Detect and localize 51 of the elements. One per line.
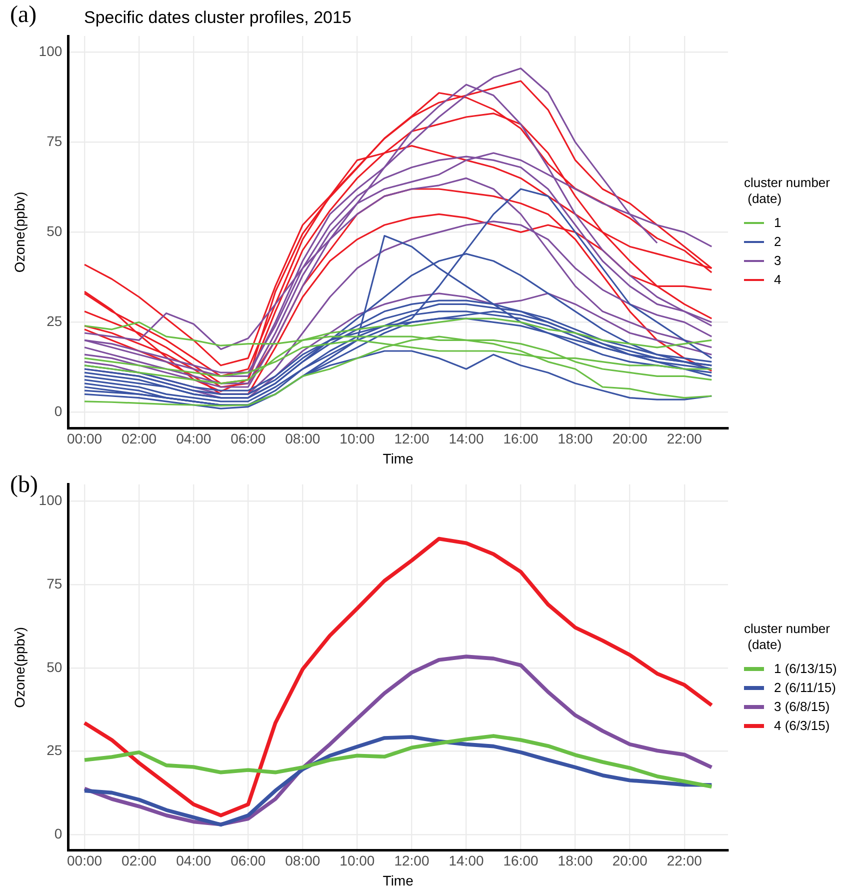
x-tick-label: 12:00 (394, 852, 430, 869)
y-tick-label: 25 (46, 313, 62, 330)
y-tick-label: 0 (54, 826, 62, 842)
x-axis-title: Time (382, 450, 414, 466)
legend-label: 4 (774, 272, 782, 287)
text: (b) (10, 472, 38, 499)
x-tick-label: 16:00 (503, 852, 538, 869)
legend-label: 2 (6/11/15) (774, 680, 836, 695)
y-tick-label: 50 (46, 658, 62, 675)
legend-label: 1 (6/13/15) (774, 661, 837, 676)
x-axis-title: Time (382, 872, 414, 888)
text: (a) (10, 2, 37, 29)
legend-label: 4 (6/3/15) (774, 718, 830, 733)
x-tick-label: 06:00 (230, 430, 266, 447)
x-tick-label: 02:00 (122, 430, 157, 447)
legend-label: 1 (774, 215, 782, 230)
chart-title: Specific dates cluster profiles, 2015 (84, 8, 352, 28)
y-tick-label: 0 (54, 403, 62, 420)
y-tick-label: 75 (46, 133, 62, 150)
x-tick-label: 18:00 (558, 852, 594, 869)
x-tick-label: 22:00 (666, 430, 702, 447)
y-tick-label: 100 (38, 43, 62, 60)
x-tick-label: 16:00 (503, 430, 538, 447)
x-tick-label: 02:00 (122, 852, 157, 869)
x-tick-label: 04:00 (176, 852, 212, 869)
x-tick-label: 18:00 (558, 430, 594, 447)
legend-title: cluster number (date) (744, 175, 830, 207)
x-tick-label: 20:00 (612, 430, 648, 447)
x-tick-label: 12:00 (394, 430, 430, 447)
x-tick-label: 00:00 (66, 430, 102, 447)
y-tick-label: 75 (46, 575, 62, 592)
y-tick-label: 50 (46, 223, 62, 240)
y-axis-title: Ozone(ppbv) (11, 192, 28, 273)
y-tick-label: 100 (38, 492, 62, 508)
legend-title: cluster number (date) (744, 621, 831, 653)
x-tick-label: 10:00 (340, 430, 375, 447)
x-tick-label: 04:00 (176, 430, 212, 447)
legend-label: 3 (774, 253, 782, 268)
legend-label: 3 (6/8/15) (774, 699, 830, 714)
x-tick-label: 00:00 (66, 852, 102, 869)
x-tick-label: 08:00 (285, 430, 320, 447)
x-tick-label: 14:00 (448, 852, 484, 869)
x-tick-label: 06:00 (230, 852, 266, 869)
x-tick-label: 20:00 (612, 852, 648, 869)
x-tick-label: 10:00 (340, 852, 375, 869)
x-tick-label: 22:00 (666, 852, 702, 869)
y-axis-title: Ozone(ppbv) (11, 626, 28, 708)
legend-label: 2 (774, 234, 782, 249)
y-tick-label: 25 (46, 742, 62, 758)
x-tick-label: 14:00 (448, 430, 484, 447)
x-tick-label: 08:00 (285, 852, 320, 869)
